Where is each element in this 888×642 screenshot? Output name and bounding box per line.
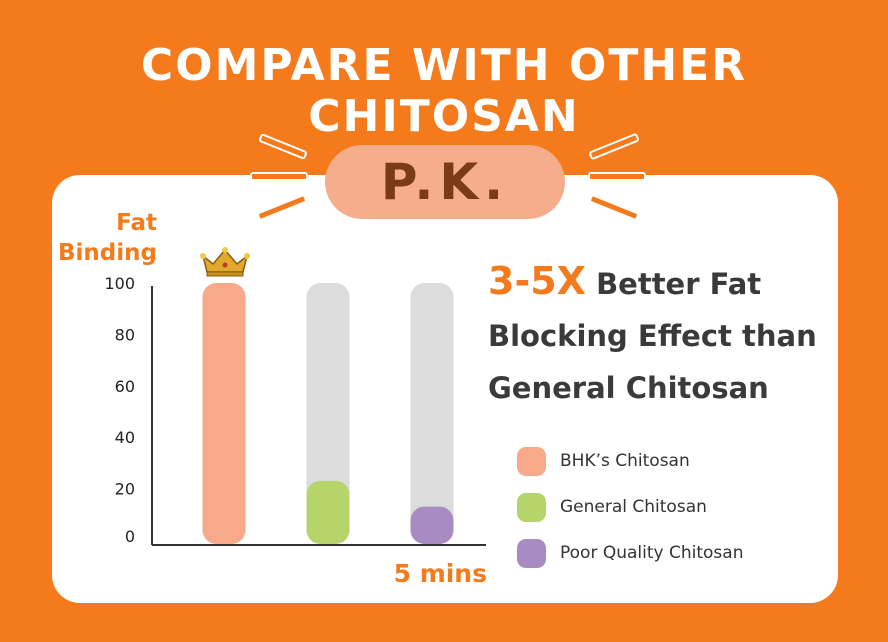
pk-badge: P.K. — [325, 145, 565, 219]
bars — [202, 283, 454, 544]
y-tick-label: 0 — [125, 527, 135, 546]
claim-line1: Better Fat — [596, 267, 762, 301]
legend-label: General Chitosan — [560, 497, 707, 517]
y-tick-label: 100 — [104, 274, 135, 293]
right-ray-middle — [588, 172, 646, 181]
legend-label: BHK’s Chitosan — [560, 451, 690, 471]
y-ticks: 0 20 40 60 80 100 — [104, 274, 135, 546]
bar-track — [306, 283, 350, 544]
bar — [410, 506, 454, 544]
legend: BHK’s Chitosan General Chitosan Poor Quali… — [517, 438, 743, 576]
legend-item: General Chitosan — [517, 484, 743, 530]
legend-item: BHK’s Chitosan — [517, 438, 743, 484]
claim-highlight: 3-5X — [488, 259, 586, 303]
y-tick-label: 60 — [115, 377, 135, 396]
y-axis-label-word: Fat — [116, 210, 157, 236]
legend-item: Poor Quality Chitosan — [517, 530, 743, 576]
y-tick-label: 80 — [115, 325, 135, 344]
y-axis-label-word: Binding — [58, 240, 157, 266]
bar — [202, 283, 246, 544]
legend-swatch — [517, 492, 546, 522]
headline: COMPARE WITH OTHER CHITOSAN — [140, 40, 748, 142]
y-axis-label: Fat Binding — [58, 210, 157, 266]
claim-line3: General Chitosan — [488, 371, 769, 405]
y-tick-label: 20 — [115, 480, 135, 499]
legend-label: Poor Quality Chitosan — [560, 543, 744, 563]
crown-icon — [200, 247, 250, 277]
claim-line2: Blocking Effect than — [488, 319, 817, 353]
claim-text: 3-5X Better Fat Blocking Effect than Gen… — [488, 255, 833, 414]
legend-swatch — [517, 446, 546, 476]
legend-swatch — [517, 538, 546, 568]
y-tick-label: 40 — [115, 428, 135, 447]
bar — [306, 480, 350, 544]
left-ray-middle — [250, 172, 308, 181]
bar-track — [410, 283, 454, 544]
x-axis-label: 5 mins — [394, 559, 487, 588]
